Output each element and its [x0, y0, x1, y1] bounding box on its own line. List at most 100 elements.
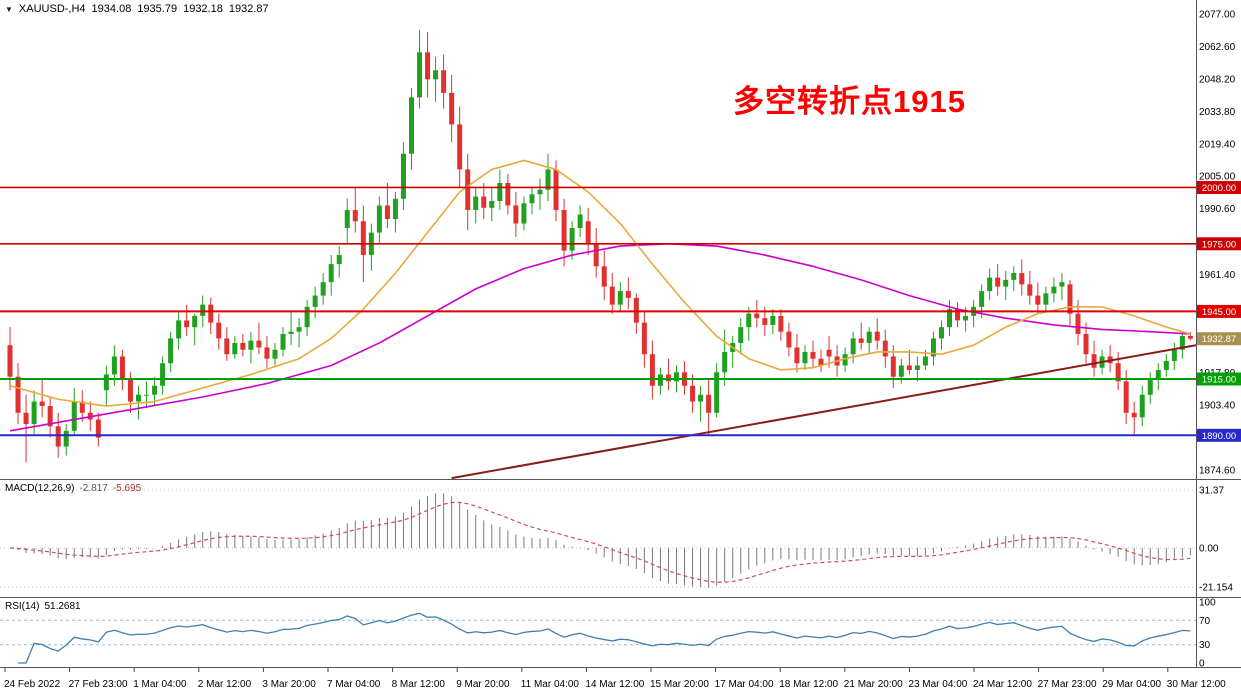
candle: [762, 318, 768, 325]
level-price-badge: [1197, 304, 1241, 318]
candle: [497, 182, 503, 201]
candle: [296, 327, 302, 332]
candle: [1083, 333, 1089, 355]
candle: [392, 198, 398, 220]
candle: [63, 430, 69, 447]
candle: [465, 169, 471, 211]
price-axis-label: 1990.60: [1199, 204, 1236, 215]
ohlc-close: 1932.87: [228, 3, 269, 15]
macd-axis-label: -21.154: [1199, 583, 1233, 594]
candle: [641, 322, 647, 355]
candle: [1179, 335, 1185, 350]
candle: [1051, 286, 1057, 294]
candle: [657, 374, 663, 386]
candle: [256, 340, 262, 348]
candle: [754, 313, 760, 319]
rsi-name: RSI(14): [5, 601, 40, 612]
candle: [1067, 284, 1073, 314]
macd-name: MACD(12,26,9): [5, 483, 75, 494]
candle: [328, 264, 334, 283]
time-axis-label: 2 Mar 12:00: [198, 679, 252, 690]
level-price-badge: [1197, 428, 1241, 442]
candle: [433, 70, 439, 80]
rsi-axis-label: 0: [1199, 659, 1205, 670]
candle: [304, 306, 310, 328]
price-axis-label: 1961.40: [1199, 270, 1236, 281]
time-axis[interactable]: 24 Feb 2022 27 Feb 23:00 1 Mar 04:00 2 Mar …: [4, 668, 1226, 690]
candle: [160, 363, 166, 386]
candle: [882, 340, 888, 357]
rsi-panel: [0, 612, 1196, 664]
time-axis-label: 30 Mar 12:00: [1167, 679, 1226, 690]
candle: [360, 221, 366, 256]
time-axis-label: 15 Mar 20:00: [650, 679, 709, 690]
candle: [1139, 394, 1145, 418]
candle: [1115, 363, 1121, 382]
candle: [425, 52, 431, 80]
trend-line[interactable]: [451, 344, 1196, 479]
candle: [947, 309, 953, 328]
macd-panel: [0, 489, 1196, 588]
price-axis-label: 1874.60: [1199, 466, 1236, 477]
candle: [481, 196, 487, 208]
time-axis-label: 8 Mar 12:00: [392, 679, 446, 690]
candle: [264, 347, 270, 359]
candle: [890, 356, 896, 377]
candle: [545, 169, 551, 190]
price-axis[interactable]: 2077.00 2062.60 2048.20 2033.80 2019.40 2005.…: [1197, 10, 1241, 477]
candle: [955, 309, 961, 321]
candle: [521, 203, 527, 224]
time-axis-label: 7 Mar 04:00: [327, 679, 381, 690]
candle: [489, 200, 495, 208]
candle: [312, 295, 318, 307]
candle: [706, 394, 712, 413]
candle: [95, 419, 101, 438]
macd-indicator-label: MACD(12,26,9) -2.817 -5.695: [5, 483, 141, 494]
candle: [914, 365, 920, 370]
time-axis-label: 3 Mar 20:00: [262, 679, 316, 690]
candle: [127, 378, 133, 402]
candle: [874, 331, 880, 341]
candle: [1059, 282, 1065, 287]
candle: [55, 426, 61, 447]
candle: [633, 297, 639, 323]
candle: [738, 327, 744, 343]
candle: [922, 356, 928, 366]
price-axis-label: 2033.80: [1199, 107, 1236, 118]
level-price-badge: [1197, 237, 1241, 251]
candle: [1075, 313, 1081, 334]
candle: [665, 374, 671, 382]
rsi-axis-label: 70: [1199, 616, 1211, 627]
candle: [906, 365, 912, 370]
candle: [192, 315, 198, 328]
price-axis-label: 2077.00: [1199, 10, 1236, 21]
symbol-dropdown-icon[interactable]: ▼: [5, 4, 13, 14]
candle: [553, 169, 559, 211]
candle: [778, 315, 784, 332]
level-price-badge: [1197, 372, 1241, 386]
symbol-bar[interactable]: ▼ XAUUSD-,H4 1934.08 1935.79 1932.18 193…: [5, 3, 269, 15]
candle: [1123, 381, 1129, 413]
level-price-badge: [1197, 180, 1241, 194]
candle: [698, 394, 704, 402]
candle: [449, 92, 455, 125]
rsi-line: [18, 612, 1191, 664]
time-axis-label: 1 Mar 04:00: [133, 679, 187, 690]
candle: [39, 401, 45, 407]
candle: [746, 313, 752, 328]
candle: [280, 333, 286, 350]
candle: [152, 385, 158, 395]
time-axis-label: 11 Mar 04:00: [521, 679, 580, 690]
candle: [1187, 335, 1193, 339]
candle: [1043, 293, 1049, 305]
candle: [240, 342, 246, 350]
candle: [248, 340, 254, 350]
candle: [625, 291, 631, 298]
candle: [200, 304, 206, 316]
candle: [714, 372, 720, 413]
price-axis-label: 2048.20: [1199, 74, 1236, 85]
candle: [47, 406, 53, 427]
candle: [617, 291, 623, 305]
